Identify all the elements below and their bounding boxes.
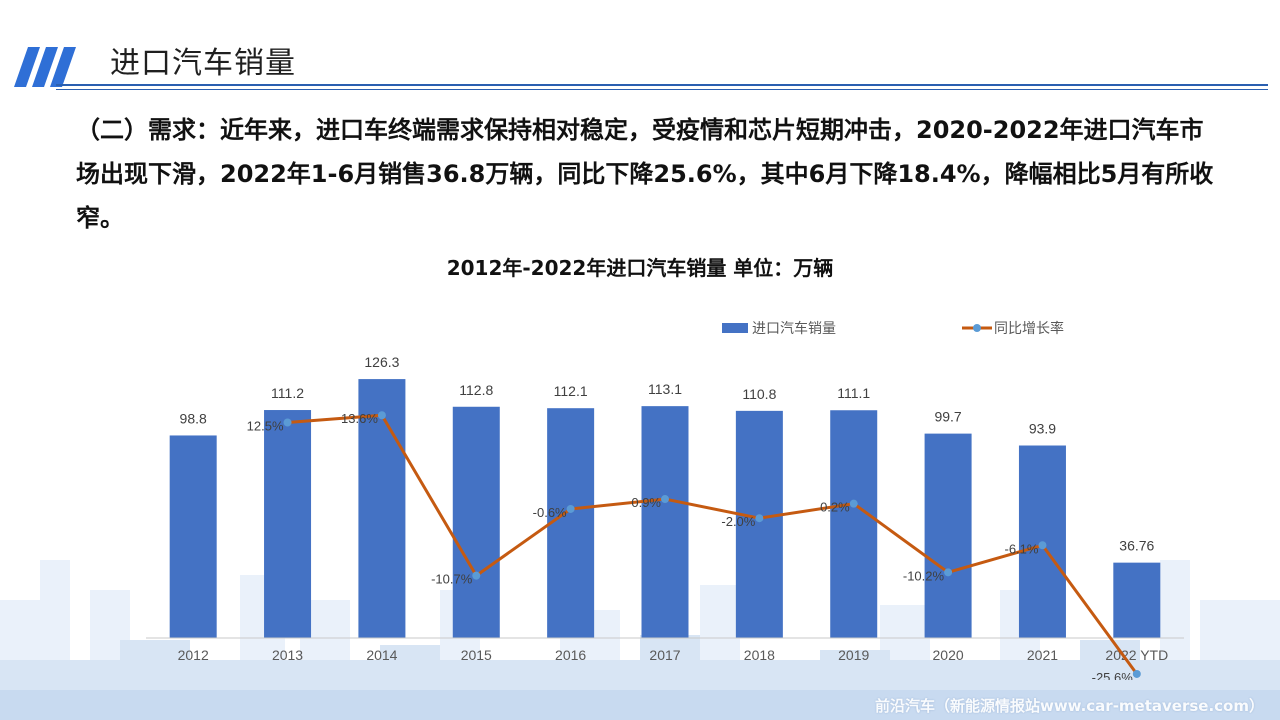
bar-label: 126.3 <box>364 354 399 370</box>
growth-rate-point <box>283 418 292 427</box>
x-tick-label: 2017 <box>649 647 680 663</box>
line-series <box>283 411 1141 678</box>
x-tick-label: 2018 <box>744 647 775 663</box>
bar-label: 99.7 <box>934 409 961 425</box>
growth-rate-label: -6.1% <box>1004 541 1038 556</box>
growth-rate-label: -25.6% <box>1092 670 1134 680</box>
growth-rate-point <box>849 499 858 508</box>
growth-rate-point <box>377 411 386 420</box>
growth-rate-point <box>1132 669 1141 678</box>
page-title: 进口汽车销量 <box>110 46 296 81</box>
legend-bar-swatch <box>722 323 748 333</box>
sales-chart: 进口汽车销量 同比增长率 98.8 111.2 126.3 112.8 112.1 113.… <box>146 320 1184 680</box>
x-tick-label: 2015 <box>461 647 492 663</box>
bar-2022-ytd <box>1113 562 1161 638</box>
bar-label: 111.2 <box>271 385 304 401</box>
summary-paragraph: （二）需求：近年来，进口车终端需求保持相对稳定，受疫情和芯片短期冲击，2020-… <box>76 116 1214 232</box>
bar-2020 <box>924 433 972 638</box>
bar-data-labels: 98.8 111.2 126.3 112.8 112.1 113.1 110.8 111.1 9… <box>180 354 1155 554</box>
bar-2016 <box>547 408 595 638</box>
bar-label: 113.1 <box>648 381 682 397</box>
header-stripes-logo <box>14 47 76 87</box>
growth-rate-line <box>287 413 1139 675</box>
growth-rate-label: 12.5% <box>247 419 284 434</box>
x-axis: 2012 2013 2014 2015 2016 2017 2018 2019 2020 2021… <box>146 637 1184 663</box>
bar-label: 110.8 <box>742 386 776 402</box>
title-underline-thin <box>56 89 1268 90</box>
bar-2013 <box>264 410 312 638</box>
legend-line-marker <box>973 324 981 332</box>
bar-2012 <box>169 435 217 638</box>
growth-rate-label: 0.2% <box>820 500 850 515</box>
x-tick-label: 2020 <box>933 647 964 663</box>
x-tick-label: 2016 <box>555 647 586 663</box>
title-underline <box>56 84 1268 86</box>
chart-title: 2012年-2022年进口汽车销量 单位：万辆 <box>446 256 834 280</box>
bar-2017 <box>641 406 689 638</box>
growth-rate-label: 0.9% <box>631 495 661 510</box>
bar-label: 36.76 <box>1119 538 1154 554</box>
bar-label: 112.8 <box>459 382 493 398</box>
x-tick-label: 2022 YTD <box>1105 647 1168 663</box>
legend-bar-label: 进口汽车销量 <box>752 320 836 337</box>
x-tick-label: 2021 <box>1027 647 1058 663</box>
bar-2019 <box>830 410 878 638</box>
bar-label: 98.8 <box>180 410 207 426</box>
growth-rate-point <box>755 514 764 523</box>
x-tick-label: 2019 <box>838 647 869 663</box>
watermark: 前沿汽车（新能源情报站www.car-metaverse.com） <box>874 697 1264 715</box>
growth-rate-point <box>1038 541 1047 550</box>
bar-label: 112.1 <box>554 383 588 399</box>
x-tick-label: 2012 <box>178 647 209 663</box>
bar-2015 <box>452 406 500 638</box>
bar-2014 <box>358 379 406 638</box>
growth-rate-point <box>661 495 669 504</box>
growth-rate-label: -10.7% <box>431 572 473 587</box>
growth-rate-point <box>944 568 953 577</box>
growth-rate-label: -2.0% <box>721 514 755 529</box>
growth-rate-label: -10.2% <box>903 568 945 583</box>
bar-label: 93.9 <box>1029 421 1056 437</box>
chart-legend: 进口汽车销量 同比增长率 <box>722 320 1064 337</box>
bar-series <box>169 379 1161 638</box>
x-tick-label: 2013 <box>272 647 303 663</box>
growth-rate-point <box>472 571 481 580</box>
bar-2018 <box>735 410 783 638</box>
legend-line-label: 同比增长率 <box>994 320 1064 337</box>
growth-rate-label: 13.6% <box>341 411 378 426</box>
growth-rate-point <box>566 504 575 513</box>
x-tick-label: 2014 <box>366 647 397 663</box>
line-data-labels: 12.5% 13.6% -10.7% -0.6% 0.9% -2.0% 0.2% -10.2%… <box>247 411 1134 680</box>
growth-rate-label: -0.6% <box>533 505 567 520</box>
bar-label: 111.1 <box>837 385 870 401</box>
